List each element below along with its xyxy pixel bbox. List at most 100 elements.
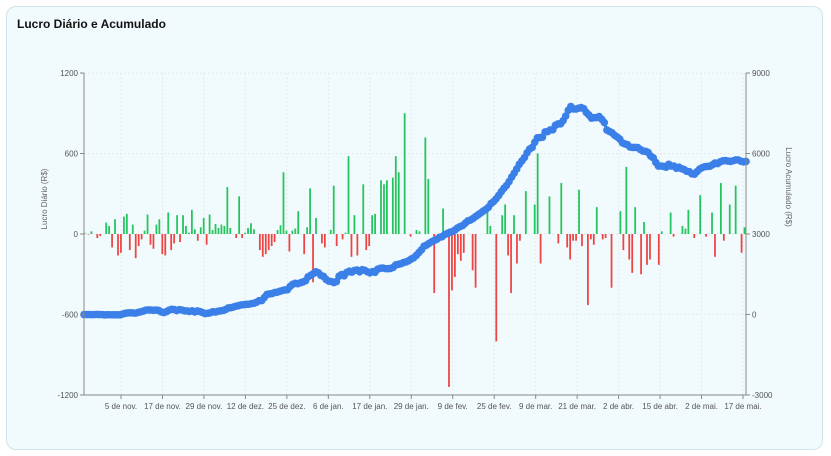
bar-positive xyxy=(489,225,492,234)
bar-positive xyxy=(486,204,489,234)
bar-positive xyxy=(397,172,400,234)
bar-negative xyxy=(592,234,595,245)
left-tick-label: 1200 xyxy=(60,69,78,78)
bar-negative xyxy=(235,234,238,239)
bar-negative xyxy=(649,234,651,260)
bar-negative xyxy=(604,234,607,239)
x-tick-label: 29 de jan. xyxy=(394,402,429,411)
bar-negative xyxy=(459,234,462,261)
bar-positive xyxy=(669,212,672,234)
bar-positive xyxy=(238,196,241,234)
right-tick-label: 0 xyxy=(752,311,757,320)
x-tick-label: 9 de fev. xyxy=(438,402,468,411)
bar-positive xyxy=(244,232,246,234)
bar-negative xyxy=(120,234,122,253)
bar-negative xyxy=(722,234,725,241)
bar-negative xyxy=(456,234,459,255)
cumulative-point xyxy=(600,118,609,127)
bar-positive xyxy=(424,137,427,234)
bar-positive xyxy=(625,166,628,234)
bar-negative xyxy=(672,234,675,237)
x-tick-label: 15 de abr. xyxy=(642,402,678,411)
bar-positive xyxy=(226,187,229,234)
bar-negative xyxy=(173,234,176,244)
bar-negative xyxy=(448,234,450,387)
bar-positive xyxy=(309,188,311,234)
bar-positive xyxy=(415,229,418,234)
bar-negative xyxy=(581,234,583,247)
bar-negative xyxy=(111,234,113,248)
bar-positive xyxy=(332,185,335,234)
bar-positive xyxy=(418,231,421,234)
bar-positive xyxy=(294,228,297,234)
bar-positive xyxy=(711,212,713,234)
bar-negative xyxy=(264,234,267,255)
bar-positive xyxy=(143,230,146,234)
bar-positive xyxy=(403,113,406,234)
bar-positive xyxy=(394,156,397,234)
bar-negative xyxy=(303,234,306,255)
bar-negative xyxy=(507,234,509,256)
bar-negative xyxy=(510,234,512,294)
bar-positive xyxy=(182,215,184,234)
bar-positive xyxy=(229,227,232,234)
bar-positive xyxy=(386,180,388,234)
x-tick-label: 25 de dez. xyxy=(268,402,305,411)
x-tick-label: 17 de nov. xyxy=(144,402,181,411)
bar-negative xyxy=(462,234,465,253)
bar-positive xyxy=(371,215,374,234)
bar-positive xyxy=(684,228,687,234)
bar-positive xyxy=(383,184,385,234)
bar-positive xyxy=(217,227,220,234)
bar-positive xyxy=(211,229,214,234)
bar-positive xyxy=(533,204,536,234)
bar-positive xyxy=(660,231,663,234)
bar-positive xyxy=(374,213,376,234)
bar-positive xyxy=(536,153,539,234)
bar-positive xyxy=(306,227,309,234)
daily-bars xyxy=(84,113,746,387)
cumulative-point xyxy=(561,112,570,120)
bar-positive xyxy=(123,216,125,234)
bar-negative xyxy=(714,234,716,257)
bar-positive xyxy=(329,229,332,234)
bar-positive xyxy=(380,180,382,234)
x-tick-label: 9 de mar. xyxy=(519,402,552,411)
bar-negative xyxy=(341,234,344,240)
bar-positive xyxy=(214,223,217,234)
bar-negative xyxy=(368,234,371,247)
cumulative-line xyxy=(80,102,750,319)
bar-negative xyxy=(628,234,631,260)
bar-negative xyxy=(566,234,569,248)
bar-positive xyxy=(743,227,746,234)
bar-negative xyxy=(433,234,436,294)
bar-negative xyxy=(705,234,707,237)
bar-negative xyxy=(519,234,521,241)
bar-negative xyxy=(87,234,90,235)
bar-positive xyxy=(291,230,294,234)
cumulative-line-path xyxy=(83,105,747,317)
bar-negative xyxy=(474,234,477,288)
bar-negative xyxy=(205,234,208,245)
chart-card xyxy=(6,6,823,450)
x-tick-label: 25 de fev. xyxy=(477,402,512,411)
x-tick-label: 21 de mar. xyxy=(558,402,596,411)
bar-negative xyxy=(261,234,264,257)
bar-negative xyxy=(495,234,498,342)
bar-positive xyxy=(699,195,702,234)
right-tick-label: 6000 xyxy=(752,150,770,159)
bar-positive xyxy=(344,232,347,234)
bar-positive xyxy=(176,215,178,234)
bar-positive xyxy=(427,178,430,234)
bar-negative xyxy=(323,234,326,248)
bar-positive xyxy=(681,225,684,234)
x-tick-label: 17 de mai. xyxy=(724,402,761,411)
left-axis-label: Lucro Diário (R$) xyxy=(40,168,49,229)
x-tick-label: 29 de nov. xyxy=(186,402,223,411)
x-tick-label: 2 de mai. xyxy=(685,402,718,411)
left-tick-label: 600 xyxy=(65,150,79,159)
bar-positive xyxy=(734,185,737,234)
bar-positive xyxy=(353,215,356,234)
bar-negative xyxy=(335,234,338,247)
bar-positive xyxy=(193,229,196,234)
